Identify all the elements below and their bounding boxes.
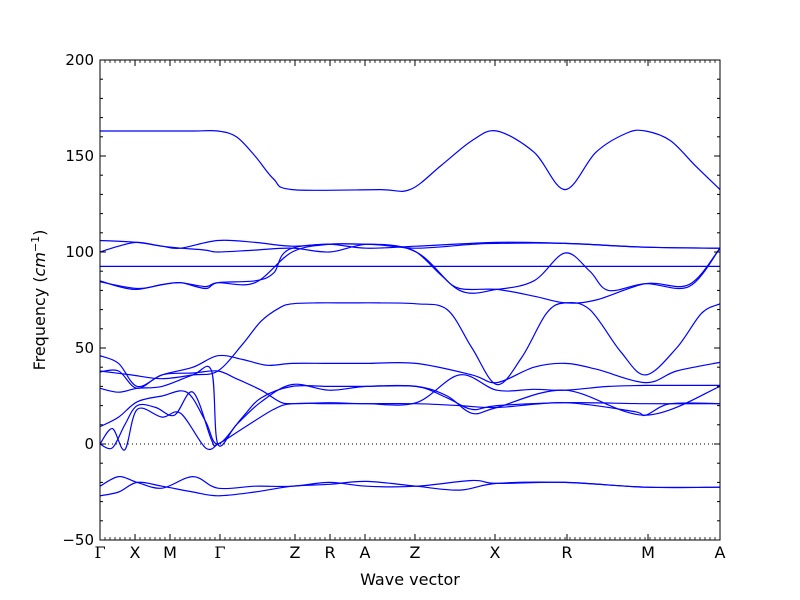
y-axis-ticks: −50 0 50 100 150 200: [62, 51, 720, 549]
x-tick-label: Γ: [94, 543, 105, 562]
band-lines: [99, 129, 721, 497]
y-axis-label-text: Frequency (: [30, 276, 49, 370]
band-line-1: [100, 129, 721, 192]
x-tick-label: Γ: [214, 543, 225, 562]
band-line-6: [99, 243, 721, 294]
x-tick-label: R: [324, 543, 335, 562]
y-tick-label: 50: [75, 339, 94, 357]
band-line-13: [99, 407, 219, 451]
y-tick-label: 150: [65, 147, 94, 165]
x-tick-label: A: [360, 543, 371, 562]
y-axis-label-close: ): [30, 230, 49, 236]
x-tick-label: X: [490, 543, 501, 562]
x-tick-label: A: [715, 543, 726, 562]
y-tick-label: 0: [84, 435, 94, 453]
band-line-9: [99, 369, 720, 406]
y-axis-label-exponent: −1: [29, 236, 42, 252]
plot-frame: [99, 59, 721, 541]
band-line-3: [99, 241, 721, 253]
x-axis-label: Wave vector: [360, 570, 460, 589]
band-line-11: [99, 384, 721, 445]
y-tick-label: 100: [65, 243, 94, 261]
band-line-12: [99, 391, 721, 450]
x-tick-label: R: [561, 543, 572, 562]
x-tick-label: M: [641, 543, 655, 562]
band-line-15: [99, 480, 721, 497]
plot-background: [100, 60, 720, 540]
y-tick-label: 200: [65, 51, 94, 69]
y-tick-label: −50: [62, 531, 94, 549]
y-axis-label-unit: cm: [30, 252, 49, 276]
x-tick-label: Z: [290, 543, 301, 562]
y-axis-label: Frequency (cm−1): [29, 230, 49, 371]
x-tick-label: X: [130, 543, 141, 562]
x-tick-label: M: [163, 543, 177, 562]
x-tick-label: Z: [409, 543, 420, 562]
